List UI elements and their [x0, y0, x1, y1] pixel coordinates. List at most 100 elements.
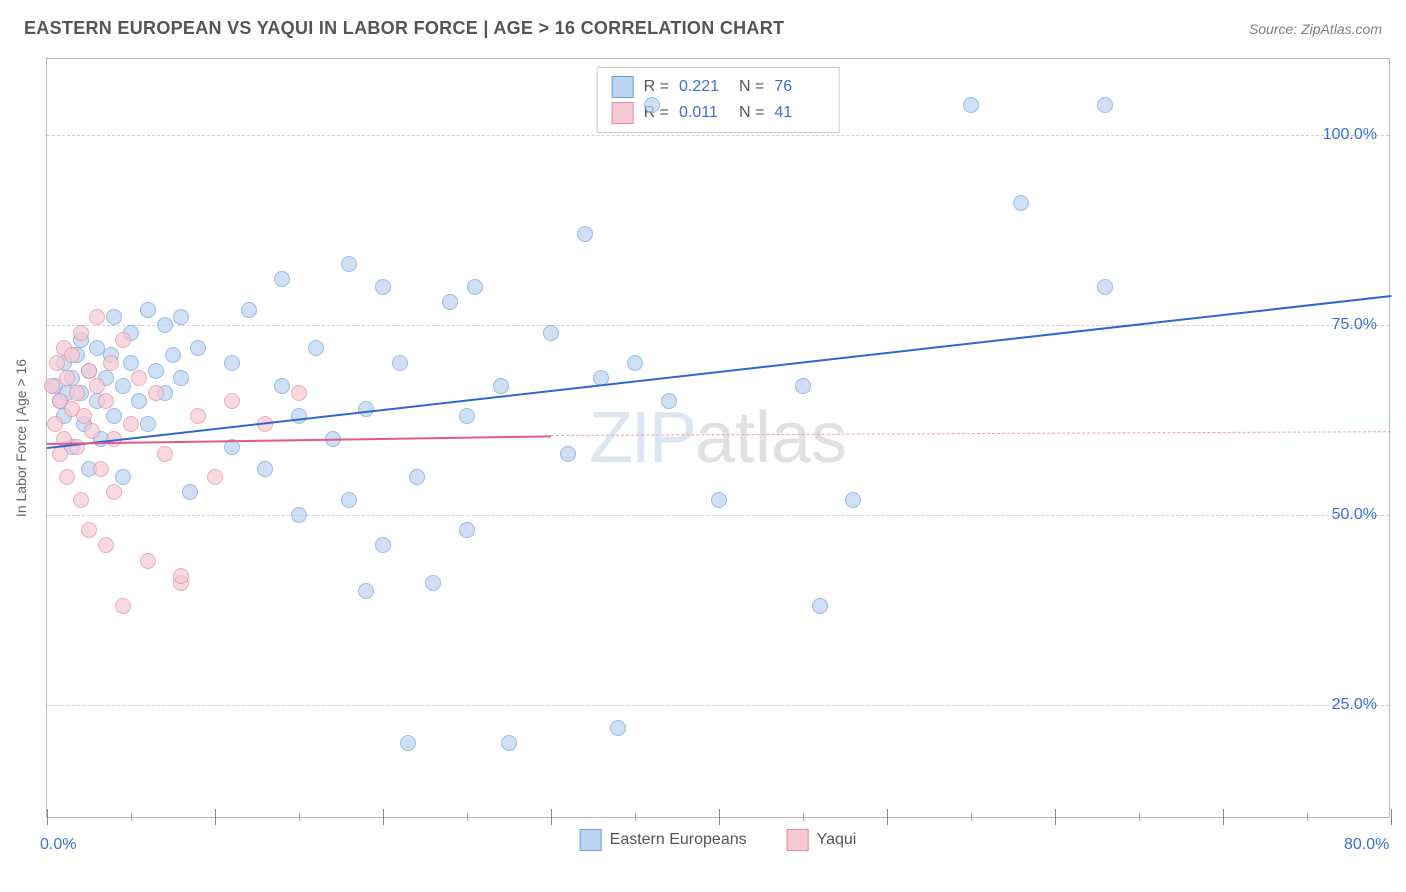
data-point-series-1[interactable] [115, 598, 131, 614]
x-tick-major [1055, 809, 1056, 825]
data-point-series-0[interactable] [182, 484, 198, 500]
data-point-series-1[interactable] [106, 484, 122, 500]
data-point-series-1[interactable] [84, 423, 100, 439]
data-point-series-0[interactable] [375, 537, 391, 553]
data-point-series-0[interactable] [341, 492, 357, 508]
data-point-series-1[interactable] [207, 469, 223, 485]
data-point-series-1[interactable] [123, 416, 139, 432]
x-tick-minor [635, 813, 636, 821]
data-point-series-0[interactable] [425, 575, 441, 591]
data-point-series-1[interactable] [44, 378, 60, 394]
data-point-series-0[interactable] [543, 325, 559, 341]
data-point-series-0[interactable] [115, 378, 131, 394]
x-tick-minor [1139, 813, 1140, 821]
x-axis-min-label: 0.0% [40, 836, 76, 854]
data-point-series-0[interactable] [140, 302, 156, 318]
data-point-series-0[interactable] [442, 294, 458, 310]
data-point-series-0[interactable] [467, 279, 483, 295]
data-point-series-0[interactable] [1097, 279, 1113, 295]
data-point-series-0[interactable] [577, 226, 593, 242]
data-point-series-0[interactable] [459, 408, 475, 424]
data-point-series-1[interactable] [52, 446, 68, 462]
x-tick-minor [1307, 813, 1308, 821]
data-point-series-1[interactable] [47, 416, 63, 432]
data-point-series-0[interactable] [257, 461, 273, 477]
data-point-series-0[interactable] [190, 340, 206, 356]
data-point-series-0[interactable] [375, 279, 391, 295]
data-point-series-1[interactable] [98, 393, 114, 409]
x-tick-major [1223, 809, 1224, 825]
data-point-series-0[interactable] [409, 469, 425, 485]
data-point-series-1[interactable] [81, 363, 97, 379]
data-point-series-0[interactable] [123, 355, 139, 371]
data-point-series-0[interactable] [459, 522, 475, 538]
data-point-series-0[interactable] [274, 271, 290, 287]
legend-item-series-1[interactable]: Yaqui [787, 829, 857, 851]
data-point-series-1[interactable] [49, 355, 65, 371]
data-point-series-0[interactable] [812, 598, 828, 614]
data-point-series-0[interactable] [291, 408, 307, 424]
x-axis-max-label: 80.0% [1344, 836, 1389, 854]
data-point-series-1[interactable] [103, 355, 119, 371]
data-point-series-1[interactable] [190, 408, 206, 424]
data-point-series-1[interactable] [59, 469, 75, 485]
data-point-series-0[interactable] [392, 355, 408, 371]
data-point-series-0[interactable] [341, 256, 357, 272]
data-point-series-0[interactable] [627, 355, 643, 371]
data-point-series-0[interactable] [106, 408, 122, 424]
data-point-series-1[interactable] [69, 385, 85, 401]
data-point-series-1[interactable] [131, 370, 147, 386]
legend-item-series-0[interactable]: Eastern Europeans [580, 829, 747, 851]
data-point-series-1[interactable] [148, 385, 164, 401]
n-value-series-1: 41 [774, 104, 824, 122]
data-point-series-0[interactable] [358, 401, 374, 417]
data-point-series-0[interactable] [1097, 97, 1113, 113]
x-tick-minor [131, 813, 132, 821]
data-point-series-0[interactable] [400, 735, 416, 751]
data-point-series-0[interactable] [131, 393, 147, 409]
data-point-series-0[interactable] [115, 469, 131, 485]
data-point-series-0[interactable] [560, 446, 576, 462]
data-point-series-1[interactable] [76, 408, 92, 424]
data-point-series-1[interactable] [89, 378, 105, 394]
data-point-series-1[interactable] [224, 393, 240, 409]
data-point-series-0[interactable] [140, 416, 156, 432]
data-point-series-0[interactable] [173, 309, 189, 325]
data-point-series-0[interactable] [224, 355, 240, 371]
data-point-series-1[interactable] [93, 461, 109, 477]
data-point-series-1[interactable] [59, 370, 75, 386]
data-point-series-1[interactable] [73, 325, 89, 341]
data-point-series-0[interactable] [241, 302, 257, 318]
data-point-series-0[interactable] [610, 720, 626, 736]
data-point-series-0[interactable] [106, 309, 122, 325]
data-point-series-1[interactable] [69, 439, 85, 455]
data-point-series-0[interactable] [963, 97, 979, 113]
data-point-series-0[interactable] [165, 347, 181, 363]
data-point-series-0[interactable] [711, 492, 727, 508]
data-point-series-1[interactable] [73, 492, 89, 508]
data-point-series-0[interactable] [661, 393, 677, 409]
data-point-series-0[interactable] [795, 378, 811, 394]
data-point-series-1[interactable] [115, 332, 131, 348]
data-point-series-1[interactable] [81, 522, 97, 538]
data-point-series-0[interactable] [291, 507, 307, 523]
data-point-series-0[interactable] [308, 340, 324, 356]
data-point-series-1[interactable] [64, 347, 80, 363]
data-point-series-0[interactable] [148, 363, 164, 379]
data-point-series-0[interactable] [358, 583, 374, 599]
data-point-series-0[interactable] [173, 370, 189, 386]
data-point-series-1[interactable] [89, 309, 105, 325]
data-point-series-0[interactable] [493, 378, 509, 394]
data-point-series-0[interactable] [644, 97, 660, 113]
data-point-series-1[interactable] [98, 537, 114, 553]
data-point-series-1[interactable] [157, 446, 173, 462]
data-point-series-1[interactable] [173, 568, 189, 584]
data-point-series-0[interactable] [274, 378, 290, 394]
data-point-series-1[interactable] [140, 553, 156, 569]
data-point-series-1[interactable] [291, 385, 307, 401]
data-point-series-0[interactable] [1013, 195, 1029, 211]
data-point-series-0[interactable] [157, 317, 173, 333]
r-value-series-1: 0.011 [679, 104, 729, 122]
data-point-series-0[interactable] [845, 492, 861, 508]
data-point-series-0[interactable] [501, 735, 517, 751]
